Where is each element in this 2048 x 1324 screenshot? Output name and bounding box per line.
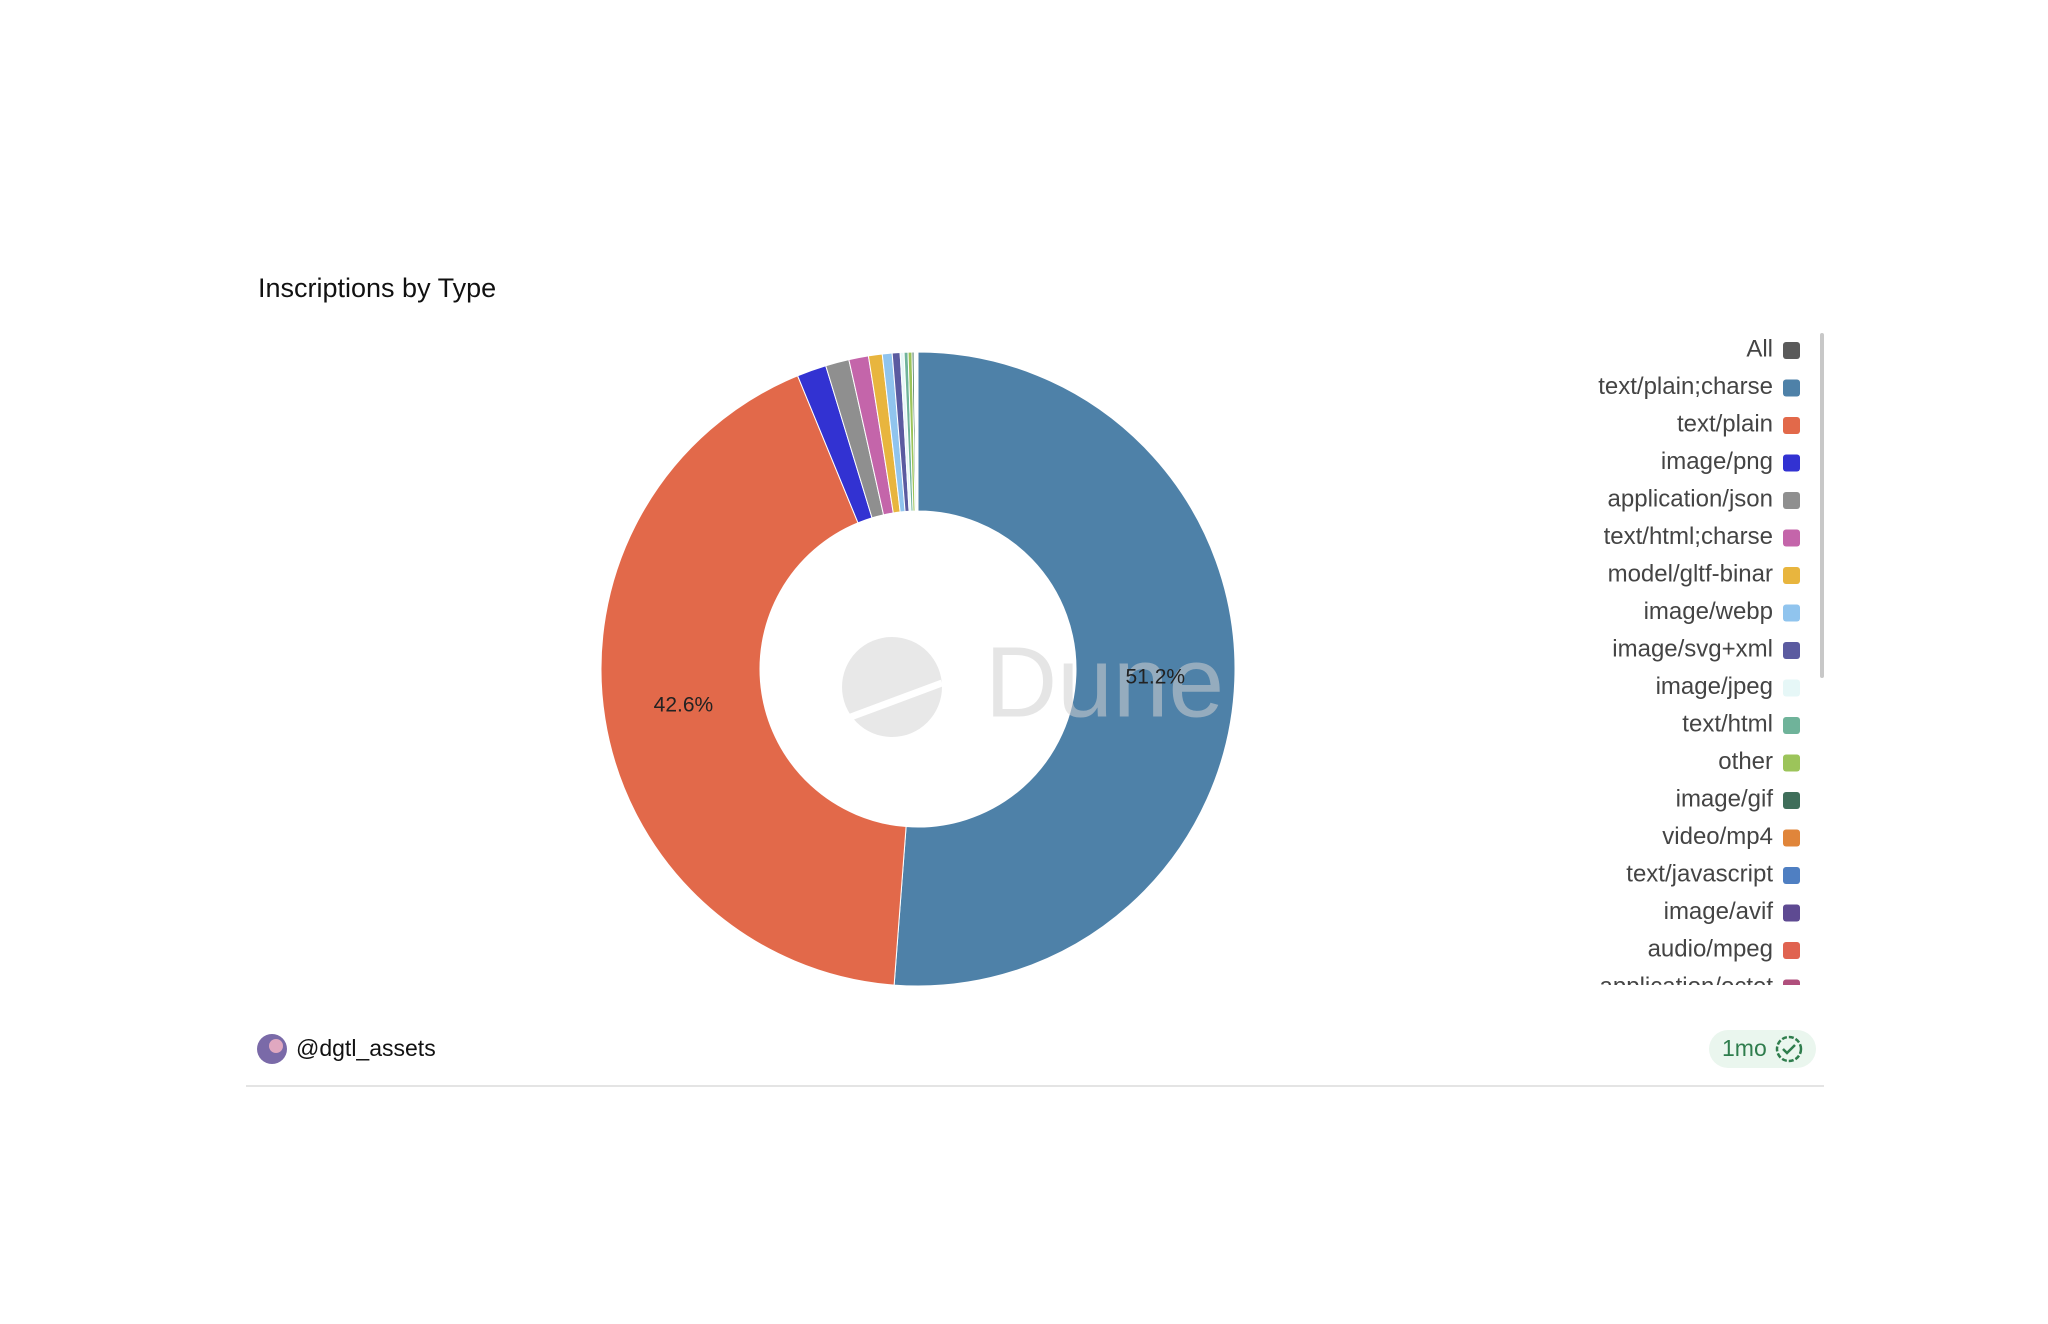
- legend-label[interactable]: model/gltf-binar: [1608, 560, 1773, 587]
- legend-swatch: [1783, 979, 1800, 985]
- verified-check: [1782, 1044, 1796, 1055]
- legend-swatch: [1783, 529, 1800, 547]
- legend-label[interactable]: image/gif: [1676, 785, 1774, 812]
- donut: [600, 351, 1236, 987]
- legend-swatch: [1783, 829, 1800, 847]
- slice: [893, 351, 1236, 987]
- slice-label: 42.6%: [654, 694, 714, 717]
- legend-swatch: [1783, 867, 1800, 884]
- legend-label[interactable]: audio/mpeg: [1648, 935, 1773, 962]
- slice-labels: 51.2% 42.6%: [654, 665, 1185, 716]
- legend-swatch: [1783, 604, 1800, 622]
- legend-label[interactable]: other: [1718, 748, 1773, 775]
- legend-swatch: [1783, 904, 1800, 922]
- legend-label[interactable]: text/plain: [1677, 410, 1773, 437]
- avatar-detail: [269, 1039, 283, 1053]
- legend-label[interactable]: text/javascript: [1626, 860, 1773, 887]
- legend-swatch: [1783, 642, 1800, 659]
- slice: [916, 351, 919, 512]
- legend-swatch: [1783, 754, 1800, 772]
- watermark: Dune: [842, 626, 1224, 738]
- age-pill: [1709, 1030, 1816, 1068]
- legend-swatch: [1783, 342, 1800, 359]
- slice-label: 51.2%: [1126, 665, 1186, 688]
- legend-label[interactable]: image/jpeg: [1656, 673, 1773, 700]
- legend-scrollbar[interactable]: [1820, 333, 1824, 678]
- legend-label[interactable]: All: [1746, 335, 1773, 362]
- legend[interactable]: All text/plain;charse text/plain image/png a…: [1598, 335, 1800, 1000]
- legend-label[interactable]: text/html;charse: [1604, 523, 1773, 550]
- legend-label[interactable]: text/plain;charse: [1598, 373, 1773, 400]
- chart-title: Inscriptions by Type: [258, 273, 496, 303]
- watermark-logo-cut: [846, 679, 944, 722]
- legend-label[interactable]: image/avif: [1664, 898, 1774, 925]
- legend-label[interactable]: image/png: [1661, 448, 1773, 475]
- watermark-text: Dune: [985, 626, 1224, 738]
- legend-swatch: [1783, 792, 1800, 809]
- verified-icon: [1775, 1035, 1803, 1063]
- legend-label[interactable]: video/mp4: [1662, 823, 1773, 850]
- legend-swatch: [1783, 417, 1800, 434]
- legend-swatch: [1783, 717, 1800, 734]
- legend-swatch: [1783, 379, 1800, 397]
- legend-swatch: [1783, 454, 1800, 472]
- author[interactable]: @dgtl_assets: [296, 1035, 436, 1061]
- legend-swatch: [1783, 942, 1800, 959]
- legend-label[interactable]: text/html: [1682, 710, 1773, 737]
- legend-swatch: [1783, 492, 1800, 509]
- legend-swatch: [1783, 567, 1800, 584]
- age: 1mo: [1722, 1035, 1767, 1061]
- legend-label[interactable]: application/octet: [1600, 973, 1774, 1000]
- slice: [600, 375, 907, 986]
- legend-label[interactable]: application/json: [1608, 485, 1773, 512]
- legend-label[interactable]: image/svg+xml: [1612, 635, 1773, 662]
- legend-label[interactable]: image/webp: [1644, 598, 1773, 625]
- legend-swatch: [1783, 679, 1800, 697]
